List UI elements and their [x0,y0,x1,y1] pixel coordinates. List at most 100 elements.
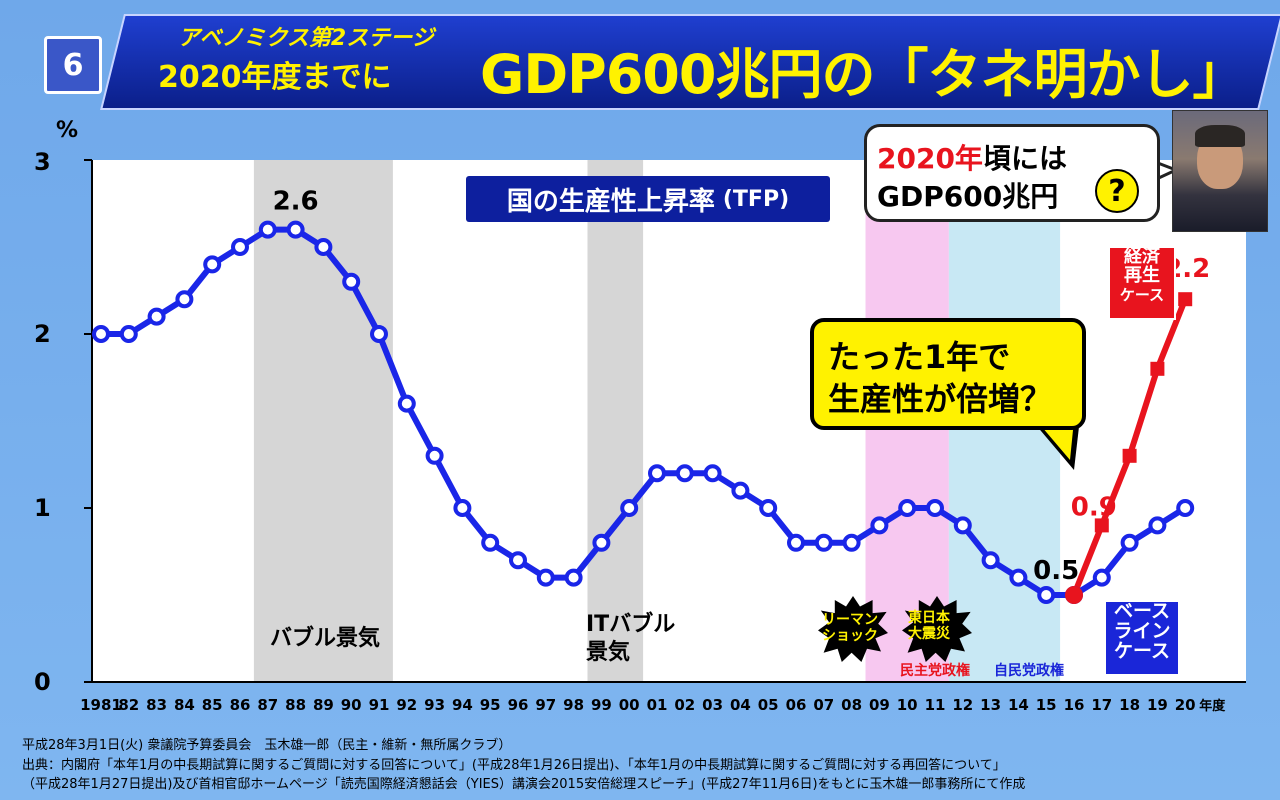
x-tick-label: 15 [1036,696,1057,714]
data-label: 0.9 [1071,492,1117,522]
subtitle-line1: アベノミクス第2ステージ [178,26,434,51]
data-point [870,516,889,535]
case-label-recovery: 経済 再生 ケース [1108,246,1176,320]
panel-number: 6 [44,36,102,94]
x-tick-label: 19 [1147,696,1168,714]
series-line [101,226,1187,598]
x-tick-label: 11 [925,696,946,714]
source-line1: 平成28年3月1日(火) 衆議院予算委員会 玉木雄一郎（民主・維新・無所属クラブ… [22,738,512,753]
x-tick-label: 00 [619,696,640,714]
x-tick-label: 93 [424,696,445,714]
x-tick-label: 89 [313,696,334,714]
data-point [787,533,805,552]
data-point [370,325,388,343]
data-point [1065,586,1083,604]
data-point [92,325,110,343]
data-point [1094,518,1109,533]
x-tick-label: 95 [480,696,501,714]
tfp-label: 国の生産性上昇率 (TFP) [466,176,830,222]
x-tick-label: 96 [508,696,529,714]
x-tick-label: 01 [647,696,668,714]
y-tick-label: 3 [34,148,51,176]
data-point [119,325,138,343]
x-tick-label: 84 [174,696,195,714]
data-point [342,272,361,291]
bubble-2020: 2020年頃には GDP600兆円 ? [864,124,1160,222]
x-tick-label: 82 [118,696,139,714]
case-blue-line3: ケース [1113,639,1171,662]
data-point [842,533,861,552]
data-point [814,533,833,552]
x-tick-label: 88 [285,696,306,714]
page-title: GDP600兆円の「タネ明かし」 [480,43,1246,106]
x-tick-label: 86 [230,696,251,714]
data-point [397,394,416,413]
lehman-line2: ショック [822,628,878,645]
data-point [1122,448,1137,463]
data-point [1150,361,1165,376]
data-point [981,551,1000,570]
yellow-callout-line1: たった1年で [828,338,1011,376]
shaded-period [587,160,644,682]
dpj-gov-label: 民主党政権 [900,663,970,679]
bubble-2020-line2: GDP600兆円 [877,180,1059,213]
data-label: 0.5 [1033,556,1079,586]
tfp-abbr: (TFP) [722,186,790,212]
data-point [286,220,305,239]
data-point [1178,292,1193,307]
data-point [481,533,500,552]
data-point [1037,586,1056,604]
x-tick-label: 09 [869,696,890,714]
tfp-label-text: 国の生産性上昇率 [506,186,715,217]
data-point [1120,533,1139,552]
data-point [1092,568,1111,587]
case-blue-line1: ベース [1113,600,1171,622]
data-point [564,568,583,587]
question-mark-icon: ? [1095,169,1139,213]
subtitle-line2: 2020年度までに [158,60,392,95]
x-tick-label: 14 [1008,696,1029,714]
x-tick-label: 1981 [80,696,122,714]
data-point [731,481,750,500]
source-line3: （平成28年1月27日提出)及び首相官邸ホームページ「読売国際経済懇話会（YIE… [22,777,1026,792]
data-point [703,464,722,483]
earthquake-line2: 大震災 [908,626,950,643]
x-tick-label: 90 [341,696,362,714]
data-point [147,307,166,326]
y-tick-label: 2 [34,320,51,348]
x-axis-unit: 年度 [1199,698,1226,714]
data-point [509,551,527,570]
y-tick-label: 0 [34,668,51,696]
x-tick-label: 17 [1091,696,1112,714]
data-point [898,499,917,517]
data-point [425,446,444,465]
bubble-period-label: バブル景気 [270,626,381,651]
yellow-callout: たった1年で 生産性が倍増？ [810,318,1086,430]
data-point [1176,499,1195,517]
hair-shape [1195,125,1245,147]
ldp-gov-label: 自民党政権 [994,663,1064,679]
yellow-callout-tail-fill [1036,420,1074,460]
data-point [314,238,333,256]
data-point [592,533,611,552]
data-point [258,220,277,239]
source-line2: 出典：内閣府「本年1月の中長期試算に関するご質問に対する回答について」(平成28… [22,758,1006,773]
lehman-label: リーマン ショック [822,612,878,644]
data-point [759,499,778,517]
x-tick-label: 06 [786,696,807,714]
x-tick-label: 20 [1175,696,1196,714]
data-point [1009,568,1028,587]
data-point [175,290,194,309]
data-point [536,568,555,587]
x-tick-label: 03 [702,696,723,714]
speaker-photo [1172,110,1268,232]
data-point [453,499,472,517]
case-label-baseline: ベース ライン ケース [1104,600,1180,676]
case-red-line3: ケース [1119,285,1165,304]
data-point [926,499,944,517]
x-tick-label: 99 [591,696,612,714]
x-tick-label: 12 [952,696,973,714]
x-tick-label: 91 [369,696,390,714]
x-tick-label: 08 [841,696,862,714]
case-blue-line2: ライン [1113,619,1171,642]
